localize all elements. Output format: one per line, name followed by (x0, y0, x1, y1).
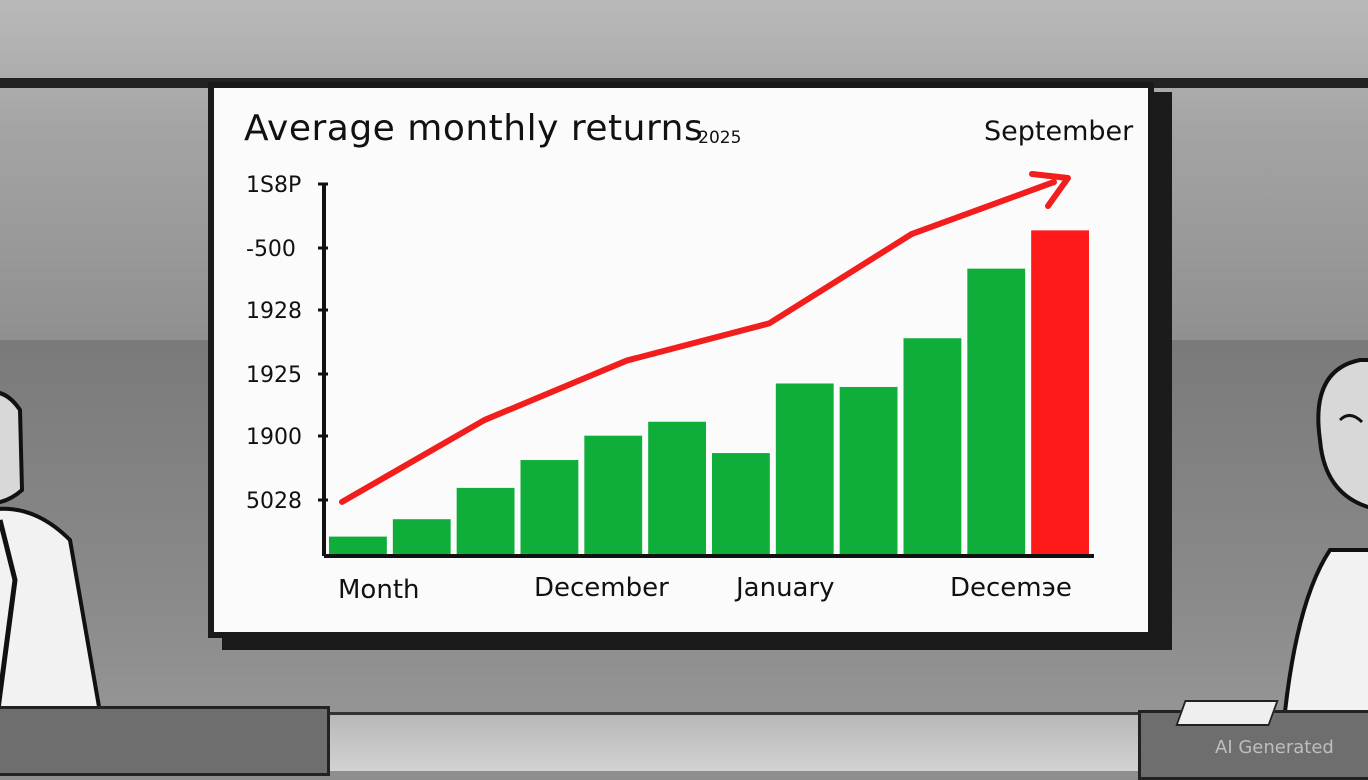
bar-8 (775, 383, 834, 554)
bar-4 (520, 460, 579, 554)
bar-11 (967, 268, 1026, 554)
desk-left (0, 706, 330, 776)
trend-annotation: September (984, 116, 1134, 147)
y-tick-label-1: 1S8P (246, 173, 301, 198)
person-left (0, 391, 113, 770)
chart-title-year: -2025 (692, 128, 742, 148)
bar-2 (392, 519, 451, 554)
bar-5 (584, 435, 643, 554)
bar-3 (456, 487, 515, 554)
y-tick-label-6: 5028 (246, 489, 302, 514)
y-tick-label-4: 1925 (246, 363, 302, 388)
axes-group (318, 182, 1094, 558)
y-tick-label-5: 1900 (246, 425, 302, 450)
person-right (1277, 358, 1368, 770)
y-tick-labels: 1S8P -500 1928 1925 1900 5028 (246, 173, 302, 514)
bars-group (329, 230, 1089, 555)
trend-arrowhead (1029, 171, 1071, 209)
x-axis-labels: Month December January Decemэe (338, 573, 1072, 605)
bar-9 (839, 386, 898, 554)
bar-1 (329, 536, 387, 554)
bar-6 (648, 421, 706, 554)
book (1175, 700, 1279, 726)
watermark: AI Generated (1215, 737, 1334, 758)
trend-group (339, 171, 1071, 505)
bar-10 (903, 338, 962, 554)
x-label-december-2: Decemэe (950, 573, 1072, 603)
bar-chart: 1S8P -500 1928 1925 1900 5028 Month Dece… (246, 171, 1094, 605)
x-label-january: January (734, 573, 835, 603)
x-label-month: Month (338, 575, 420, 605)
bar-12 (1031, 230, 1089, 555)
presentation-board: Average monthly returns -2025 September … (208, 82, 1154, 638)
y-tick-label-3: 1928 (246, 299, 302, 324)
trend-line (339, 179, 1057, 505)
x-label-december: December (534, 573, 669, 603)
chart-title: Average monthly returns (244, 108, 704, 149)
bar-7 (712, 453, 770, 554)
y-tick-label-2: -500 (246, 237, 296, 262)
